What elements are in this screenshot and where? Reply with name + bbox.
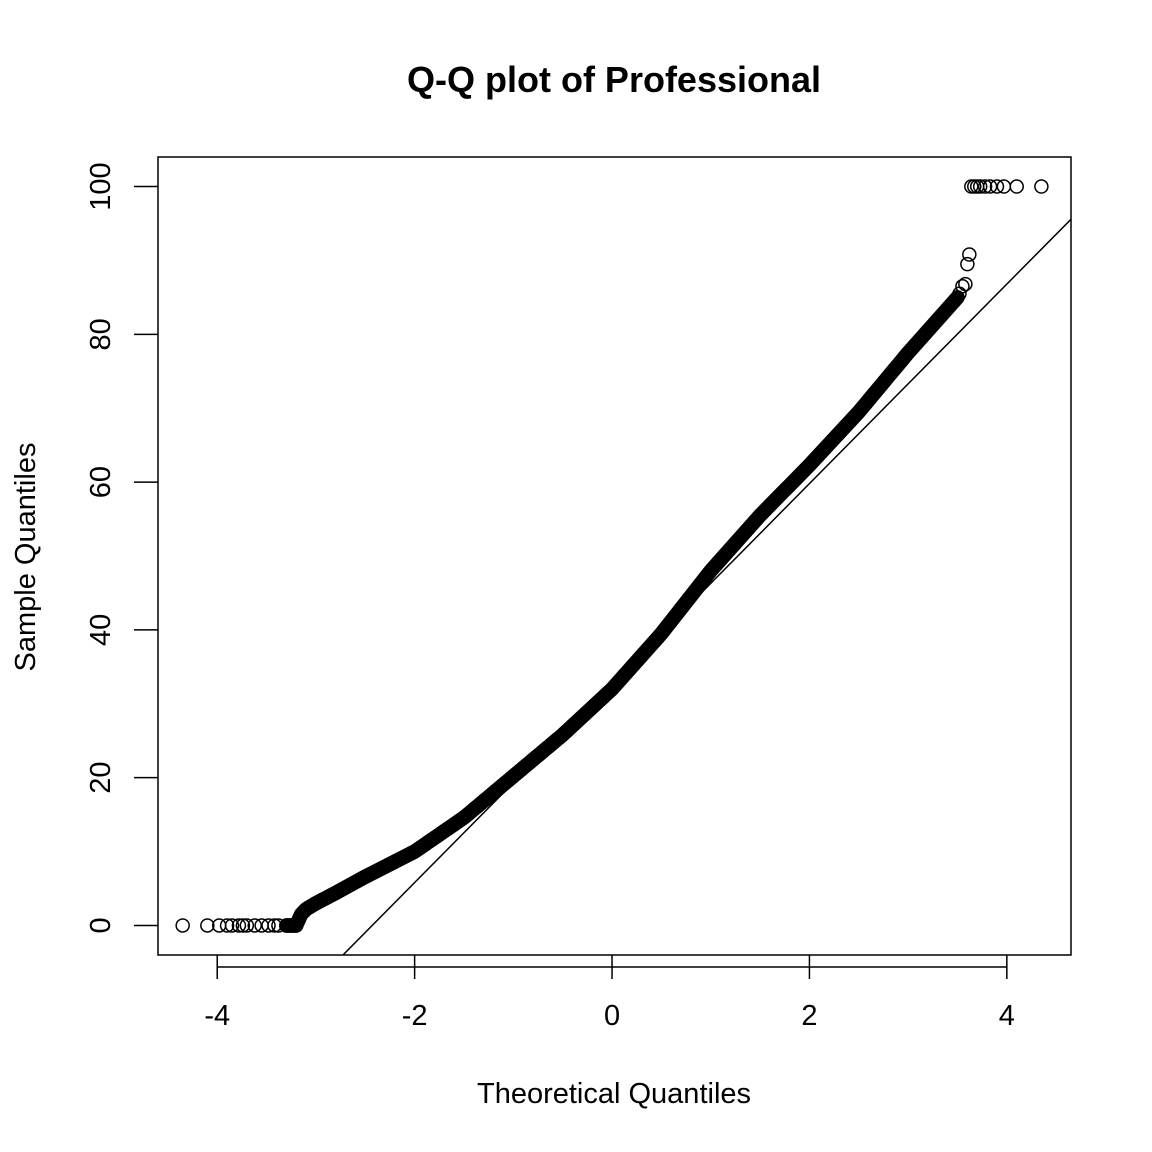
qq-point [261, 918, 276, 933]
y-tick-label: 40 [85, 614, 117, 646]
qq-point [211, 918, 227, 933]
qq-point [1009, 179, 1024, 194]
x-tick-label: -4 [204, 1000, 230, 1032]
y-tick-label: 80 [85, 318, 117, 350]
qq-point [247, 918, 262, 933]
x-tick-label: 0 [604, 1000, 620, 1032]
qq-point [267, 918, 282, 933]
qq-point [958, 276, 973, 292]
qq-point [283, 918, 299, 933]
y-axis-label: Sample Quantiles [10, 443, 42, 672]
qq-point [231, 918, 247, 933]
qq-point [982, 179, 998, 194]
x-tick-label: -2 [402, 1000, 428, 1032]
y-tick-label: 0 [85, 917, 117, 933]
y-tick-label: 60 [85, 466, 117, 498]
qq-point [977, 179, 993, 194]
qq-point [200, 918, 215, 933]
chart-title: Q-Q plot of Professional [407, 59, 821, 100]
qq-point [175, 918, 190, 933]
plot-frame [157, 156, 1072, 956]
qq-points [175, 179, 1049, 933]
qq-point [960, 256, 975, 272]
qq-point [219, 918, 235, 933]
x-tick-label: 4 [999, 1000, 1015, 1032]
qq-point [279, 918, 294, 933]
qq-point [1034, 179, 1049, 194]
qq-point [962, 247, 977, 262]
y-tick-label: 100 [85, 162, 117, 210]
qq-point [288, 918, 304, 933]
qq-point [239, 918, 255, 933]
qq-point [235, 918, 251, 933]
qq-point [972, 179, 988, 194]
x-tick-label: 2 [801, 1000, 817, 1032]
y-tick-label: 20 [85, 762, 117, 794]
x-axis-label: Theoretical Quantiles [477, 1078, 751, 1110]
qq-point [955, 279, 970, 294]
qq-point [224, 918, 240, 933]
qq-point [989, 179, 1005, 194]
